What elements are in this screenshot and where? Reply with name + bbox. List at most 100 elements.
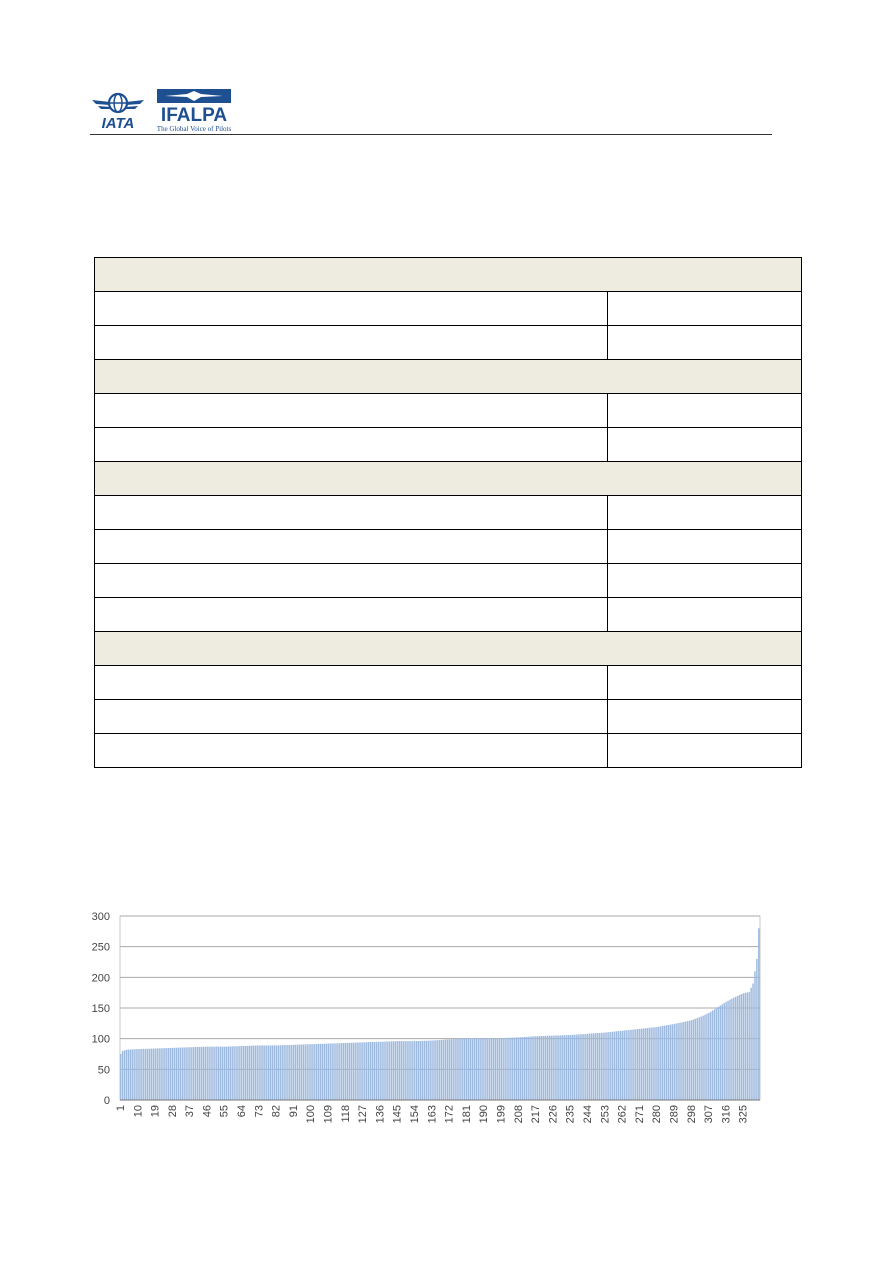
bar xyxy=(358,1042,360,1100)
bar xyxy=(300,1044,303,1100)
bar xyxy=(550,1035,552,1100)
bar xyxy=(214,1046,216,1100)
bar xyxy=(479,1038,481,1100)
x-tick-label: 181 xyxy=(461,1105,473,1123)
bar xyxy=(152,1048,155,1100)
bar xyxy=(169,1047,172,1100)
bar-series xyxy=(120,928,760,1100)
bar xyxy=(442,1039,445,1100)
bar xyxy=(556,1035,558,1100)
x-tick-label: 91 xyxy=(288,1105,300,1117)
bar xyxy=(121,1050,124,1100)
bar xyxy=(392,1041,395,1100)
ifalpa-logo: IFALPA The Global Voice of Pilots xyxy=(157,89,231,133)
bar xyxy=(200,1046,203,1100)
section-cell xyxy=(94,257,802,292)
bar xyxy=(633,1029,635,1100)
bar xyxy=(519,1037,522,1100)
x-tick-label: 46 xyxy=(201,1105,213,1117)
x-tick-label: 118 xyxy=(340,1105,352,1123)
bar xyxy=(596,1033,599,1100)
bar xyxy=(352,1042,354,1100)
bar xyxy=(390,1041,393,1100)
y-tick-label: 200 xyxy=(92,972,110,984)
bar xyxy=(331,1043,333,1100)
table-row xyxy=(94,427,802,462)
bar xyxy=(271,1045,274,1100)
bar xyxy=(602,1032,604,1100)
bar xyxy=(742,993,745,1100)
bar xyxy=(356,1042,358,1100)
bar xyxy=(266,1045,268,1100)
bar xyxy=(704,1014,706,1100)
bar xyxy=(229,1046,231,1100)
bar xyxy=(473,1038,476,1100)
bar xyxy=(648,1027,650,1100)
bar xyxy=(394,1041,397,1100)
bar xyxy=(733,997,735,1100)
bar xyxy=(477,1038,479,1100)
x-tick-label: 136 xyxy=(374,1105,386,1123)
x-tick-label: 325 xyxy=(738,1105,750,1123)
bar xyxy=(673,1023,675,1100)
bar xyxy=(717,1006,720,1100)
bar xyxy=(162,1048,164,1100)
x-tick-label: 172 xyxy=(444,1105,456,1123)
x-tick-label: 235 xyxy=(565,1105,577,1123)
bar xyxy=(512,1037,514,1100)
bar xyxy=(513,1037,516,1100)
x-tick-label: 37 xyxy=(184,1105,196,1117)
x-tick-label: 271 xyxy=(634,1105,646,1123)
bar xyxy=(679,1022,681,1100)
bar xyxy=(631,1029,633,1100)
x-tick-label: 280 xyxy=(651,1105,663,1123)
bar xyxy=(746,992,748,1100)
x-tick-label: 253 xyxy=(599,1105,611,1123)
bar xyxy=(663,1025,666,1100)
bar xyxy=(239,1046,241,1100)
bar xyxy=(216,1046,218,1100)
bar xyxy=(164,1048,166,1100)
bar xyxy=(448,1039,451,1100)
bar xyxy=(425,1040,428,1100)
bar xyxy=(316,1043,318,1100)
bar xyxy=(740,994,743,1100)
bar xyxy=(635,1029,637,1100)
bar xyxy=(402,1041,404,1100)
bar-chart: 0 50 100 150 200 250 300 1 10 19 28 37 46 55 64 73 82 91 1… xyxy=(92,911,761,1123)
bar xyxy=(273,1045,276,1100)
bar xyxy=(400,1041,403,1100)
bar xyxy=(521,1037,524,1100)
bar xyxy=(612,1031,614,1100)
bar xyxy=(735,996,737,1100)
x-tick-label: 19 xyxy=(150,1105,162,1117)
bar xyxy=(231,1046,233,1100)
bar xyxy=(562,1035,564,1100)
bar xyxy=(127,1049,130,1100)
bar xyxy=(706,1013,708,1100)
bar xyxy=(408,1041,410,1100)
bar xyxy=(412,1041,414,1100)
bar xyxy=(577,1034,579,1100)
bar xyxy=(143,1048,145,1100)
bar xyxy=(681,1022,683,1100)
bar xyxy=(173,1047,176,1100)
bar xyxy=(321,1043,324,1100)
bar xyxy=(669,1024,672,1100)
bar xyxy=(225,1046,228,1100)
bar xyxy=(383,1041,385,1100)
bar xyxy=(346,1042,349,1100)
bar xyxy=(267,1045,270,1100)
bar xyxy=(646,1028,649,1100)
label-cell xyxy=(94,393,608,428)
bar xyxy=(538,1036,541,1100)
x-tick-label: 100 xyxy=(305,1105,317,1123)
bar xyxy=(264,1045,266,1100)
bar xyxy=(187,1047,189,1100)
bar xyxy=(158,1048,160,1100)
bar xyxy=(677,1023,679,1100)
bar xyxy=(567,1035,570,1100)
bar xyxy=(379,1041,381,1100)
table-row xyxy=(94,291,802,326)
page-header: IATA IFALPA The Global Voice of Pilots xyxy=(90,88,772,134)
